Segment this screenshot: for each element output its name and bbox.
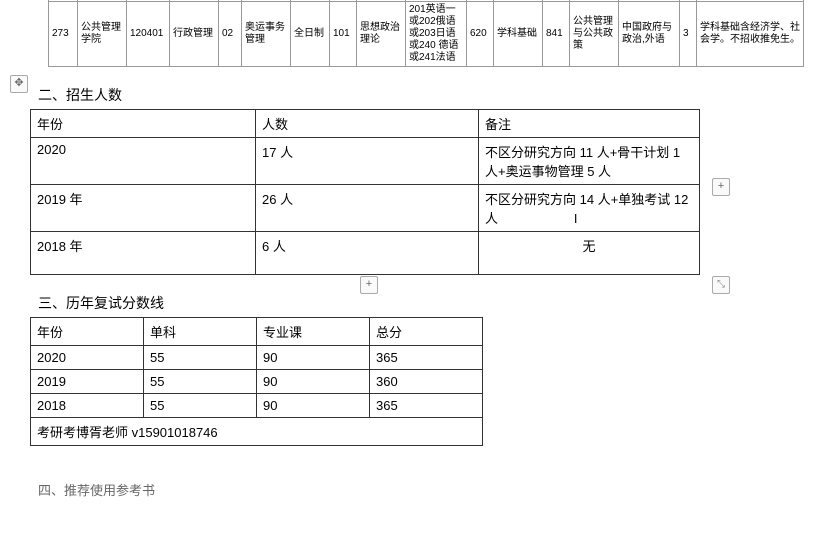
table-header-row: 年份 人数 备注: [31, 110, 700, 138]
cell: 奥运事务管理: [242, 2, 291, 67]
table-row: 2020 55 90 365: [31, 346, 483, 370]
cell[interactable]: 2019 年: [31, 185, 256, 232]
col-count[interactable]: 人数: [256, 110, 479, 138]
cell[interactable]: 不区分研究方向 11 人+骨干计划 1 人+奥运事物管理 5 人: [479, 138, 700, 185]
cell: 中国政府与政治,外语: [619, 2, 680, 67]
cell[interactable]: 26 人: [256, 185, 479, 232]
cell: 55: [144, 346, 257, 370]
table-header-row: 年份 单科 专业课 总分: [31, 318, 483, 346]
table-resize-handle[interactable]: [712, 276, 730, 294]
cell: 思想政治理论: [357, 2, 406, 67]
cell: 360: [370, 370, 483, 394]
col-total: 总分: [370, 318, 483, 346]
cell: 2018: [31, 394, 144, 418]
cell: 3: [680, 2, 697, 67]
cell: 365: [370, 346, 483, 370]
cell: 620: [467, 2, 494, 67]
section-title-enrollment: 二、招生人数: [38, 85, 810, 105]
add-column-button[interactable]: +: [712, 178, 730, 196]
cell[interactable]: 17 人: [256, 138, 479, 185]
cell: 365: [370, 394, 483, 418]
cell: 学科基础含经济学、社会学。不招收推免生。: [697, 2, 804, 67]
table-row: 2018 年 6 人 无: [31, 232, 700, 275]
section-title-scores: 三、历年复试分数线: [38, 293, 810, 313]
table-row: 2020 17 人 不区分研究方向 11 人+骨干计划 1 人+奥运事物管理 5…: [31, 138, 700, 185]
text-cursor: I: [498, 211, 577, 226]
col-year[interactable]: 年份: [31, 110, 256, 138]
col-major: 专业课: [257, 318, 370, 346]
contact-cell: 考研考博胥老师 v15901018746: [31, 418, 483, 446]
col-single: 单科: [144, 318, 257, 346]
table-row: 2019 年 26 人 不区分研究方向 14 人+单独考试 12 人 I: [31, 185, 700, 232]
cell: 90: [257, 346, 370, 370]
table-move-handle[interactable]: ✥: [10, 75, 28, 93]
score-table: 年份 单科 专业课 总分 2020 55 90 365 2019 55 90 3…: [30, 317, 483, 446]
cell[interactable]: 2018 年: [31, 232, 256, 275]
enrollment-table[interactable]: 年份 人数 备注 2020 17 人 不区分研究方向 11 人+骨干计划 1 人…: [30, 109, 700, 275]
cell: 02: [219, 2, 242, 67]
cell: 55: [144, 370, 257, 394]
cell: 90: [257, 370, 370, 394]
cell[interactable]: 2020: [31, 138, 256, 185]
cell[interactable]: 6 人: [256, 232, 479, 275]
cell: 201英语一或202俄语或203日语或240 德语或241法语: [406, 2, 467, 67]
cell: 90: [257, 394, 370, 418]
cell: 273: [49, 2, 78, 67]
cell: 行政管理: [170, 2, 219, 67]
cell: 公共管理与公共政策: [570, 2, 619, 67]
cell[interactable]: 无: [479, 232, 700, 275]
cell[interactable]: 不区分研究方向 14 人+单独考试 12 人 I: [479, 185, 700, 232]
catalog-table-fragment: 学院 专向 理论 或240 德语或241法语 策 治外语 273 公共管理学院 …: [48, 0, 804, 67]
table-row: 2018 55 90 365: [31, 394, 483, 418]
cell: 学科基础: [494, 2, 543, 67]
add-row-button[interactable]: +: [360, 276, 378, 294]
cell: 101: [330, 2, 357, 67]
cell: 120401: [127, 2, 170, 67]
table-row: 273 公共管理学院 120401 行政管理 02 奥运事务管理 全日制 101…: [49, 2, 804, 67]
cell: 全日制: [291, 2, 330, 67]
cell: 2019: [31, 370, 144, 394]
cell: 841: [543, 2, 570, 67]
cell: 2020: [31, 346, 144, 370]
table-footer-row: 考研考博胥老师 v15901018746: [31, 418, 483, 446]
section-title-references: 四、推荐使用参考书: [38, 480, 810, 499]
table-row: 2019 55 90 360: [31, 370, 483, 394]
cell: 55: [144, 394, 257, 418]
cell: 公共管理学院: [78, 2, 127, 67]
col-year: 年份: [31, 318, 144, 346]
col-remark[interactable]: 备注: [479, 110, 700, 138]
